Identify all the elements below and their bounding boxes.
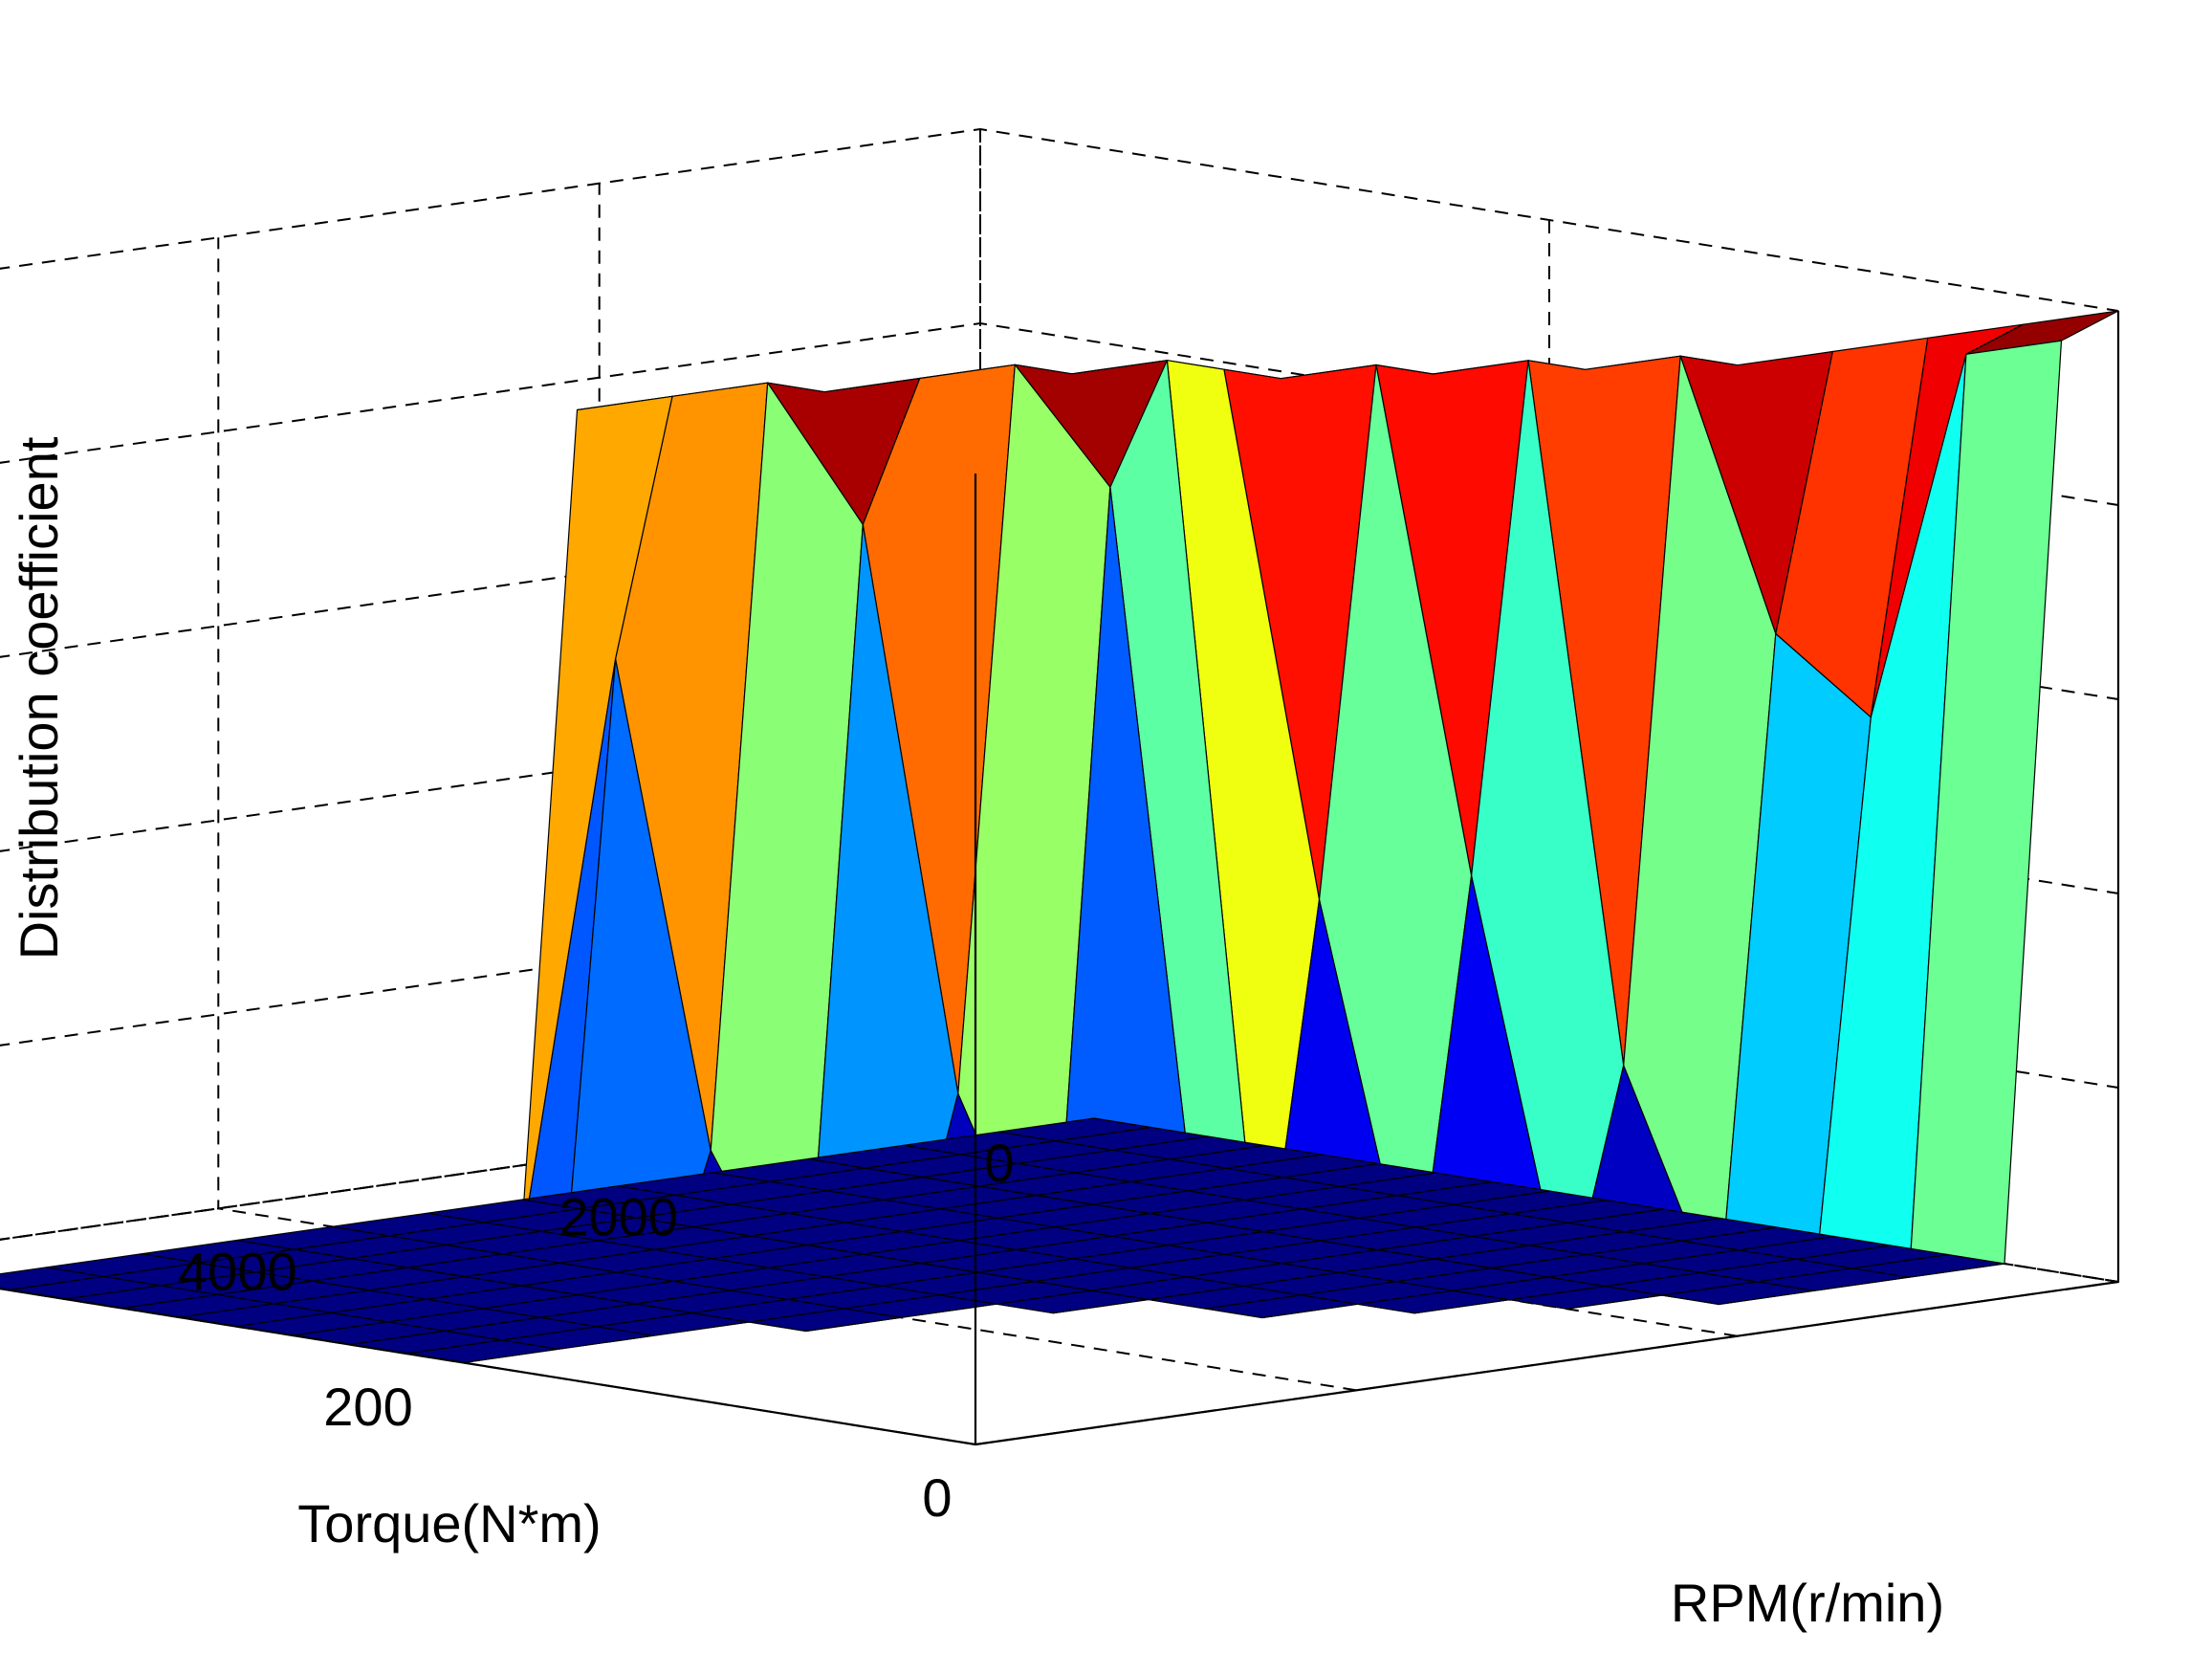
y-tick-label-0: 0 <box>922 1467 952 1528</box>
front-edge-0 <box>975 1280 2119 1446</box>
y-tick-label-1: 200 <box>323 1377 412 1437</box>
front-edge-1 <box>0 1288 976 1446</box>
x-grid-2 <box>217 237 1357 1392</box>
x-tick-label-2: 4000 <box>178 1241 297 1301</box>
x-axis-label: RPM(r/min) <box>1671 1573 1944 1633</box>
y-axis-label: Torque(N*m) <box>297 1493 601 1554</box>
x-tick-label-0: 0 <box>984 1133 1014 1193</box>
z-grid-5 <box>0 127 2119 312</box>
surface-plot <box>0 310 2119 1364</box>
z-axis-label: Distribution coefficient <box>9 436 69 959</box>
surface-cell-0-17 <box>997 1117 1152 1142</box>
x-tick-label-1: 2000 <box>558 1187 678 1247</box>
axes-box-front <box>0 311 2120 1446</box>
tick-labels: 0.50.60.70.80.9102004000200040006000 <box>178 1133 1015 1528</box>
